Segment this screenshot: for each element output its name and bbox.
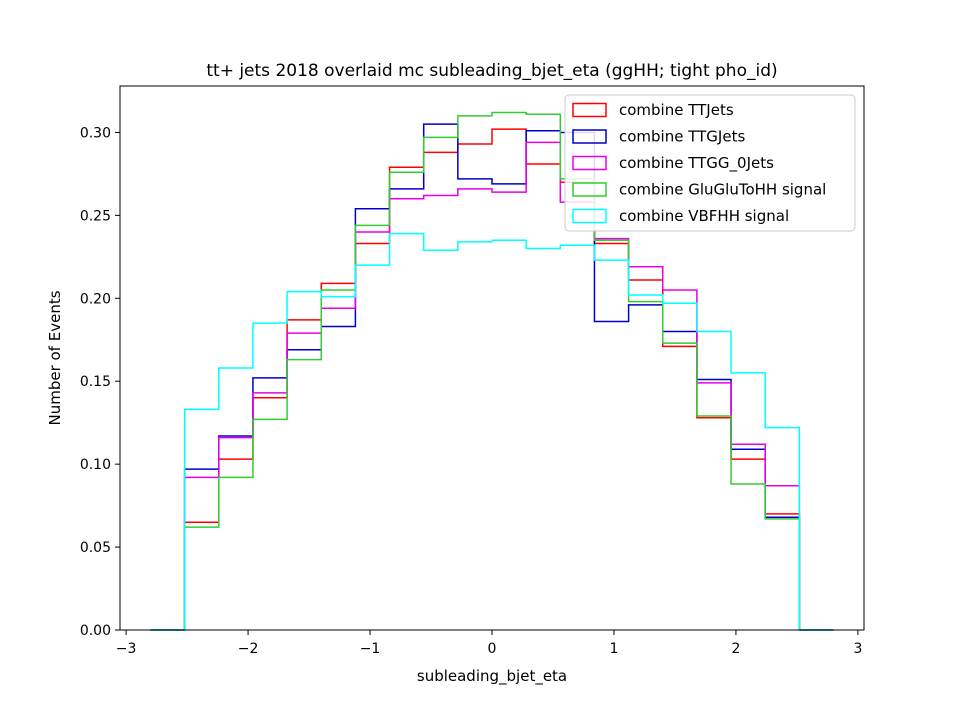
legend-swatch xyxy=(572,129,607,144)
x-tick-label: 0 xyxy=(488,641,497,657)
legend-label: combine VBFHH signal xyxy=(619,207,789,225)
y-tick-label: 0.20 xyxy=(80,291,111,307)
x-axis-label: subleading_bjet_eta xyxy=(417,667,567,686)
legend-label: combine TTJets xyxy=(619,101,734,119)
legend-swatch xyxy=(572,208,607,224)
x-tick-label: −1 xyxy=(360,641,381,657)
legend: combine TTJets combine TTGJets combine TTG… xyxy=(564,94,856,232)
y-tick-label: 0.10 xyxy=(80,457,111,473)
legend-swatch xyxy=(572,155,607,171)
plot-area xyxy=(150,111,834,631)
legend-label: combine TTGJets xyxy=(619,128,745,146)
legend-label: combine TTGG_0Jets xyxy=(619,154,774,173)
x-tick-label: −3 xyxy=(116,641,137,657)
y-tick-label: 0.00 xyxy=(80,623,111,639)
series-layer xyxy=(150,111,834,631)
chart-title: tt+ jets 2018 overlaid mc subleading_bje… xyxy=(206,61,777,81)
series-line-2 xyxy=(150,123,834,631)
x-tick-label: 3 xyxy=(853,641,862,657)
x-tick-label: 2 xyxy=(731,641,740,657)
y-tick-label: 0.05 xyxy=(80,540,111,556)
y-tick-label: 0.30 xyxy=(80,125,111,141)
series-line-4 xyxy=(150,111,834,631)
legend-swatch xyxy=(572,182,607,197)
series-line-5 xyxy=(150,232,834,631)
series-line-3 xyxy=(150,141,834,631)
series-line-1 xyxy=(150,128,834,631)
x-tick-label: −2 xyxy=(238,641,259,657)
y-tick-label: 0.25 xyxy=(80,208,111,224)
y-axis-ticks: 0.00 0.05 0.10 0.15 0.20 0.25 0.30 xyxy=(80,125,120,639)
x-axis-ticks: −3 −2 −1 0 1 2 3 xyxy=(116,630,862,657)
x-tick-label: 1 xyxy=(610,641,619,657)
y-tick-label: 0.15 xyxy=(80,374,111,390)
y-axis-label: Number of Events xyxy=(46,290,64,425)
legend-items: combine TTJets combine TTGJets combine TTG… xyxy=(572,101,826,225)
legend-swatch xyxy=(572,102,607,118)
legend-box xyxy=(564,94,856,232)
legend-label: combine GluGluToHH signal xyxy=(619,181,826,199)
